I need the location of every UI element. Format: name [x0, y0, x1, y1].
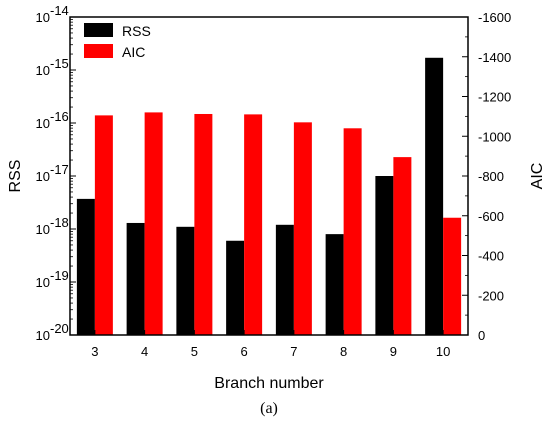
- right-tick-label-7: -1400: [478, 50, 511, 65]
- left-tick-exponent-4: -16: [50, 109, 69, 124]
- bar-aic-3: [94, 115, 113, 335]
- x-tick-label-10: 10: [436, 344, 450, 359]
- x-tick-label-6: 6: [241, 344, 248, 359]
- bar-rss-9: [375, 176, 394, 335]
- right-tick-label-5: -1000: [478, 129, 511, 144]
- bar-rss-8: [325, 234, 344, 335]
- left-tick-label-4: 10: [36, 116, 50, 131]
- bar-rss-10: [425, 57, 444, 336]
- x-tick-label-9: 9: [390, 344, 397, 359]
- right-tick-label-8: -1600: [478, 10, 511, 25]
- x-tick-label-7: 7: [290, 344, 297, 359]
- bars-group: [76, 57, 462, 336]
- legend-label-rss: RSS: [122, 23, 151, 39]
- x-axis-title: Branch number: [214, 375, 324, 392]
- bar-aic-9: [393, 157, 412, 335]
- bar-aic-7: [293, 122, 312, 336]
- right-tick-label-3: -600: [478, 209, 504, 224]
- left-axis-title: RSS: [7, 160, 24, 193]
- right-tick-label-2: -400: [478, 249, 504, 264]
- bar-rss-7: [275, 224, 294, 335]
- left-tick-label-3: 10: [36, 169, 50, 184]
- x-tick-label-8: 8: [340, 344, 347, 359]
- figure-caption: (a): [260, 400, 278, 417]
- x-tick-label-4: 4: [141, 344, 148, 359]
- x-axis: 3 4 5 6 7 8 9 10: [91, 330, 450, 359]
- left-tick-label-2: 10: [36, 222, 50, 237]
- bar-rss-5: [176, 226, 195, 335]
- bar-aic-10: [443, 217, 462, 335]
- left-tick-exponent-2: -18: [50, 215, 69, 230]
- left-tick-exponent-5: -15: [50, 56, 69, 71]
- left-tick-label-0: 10: [36, 328, 50, 343]
- legend: RSS AIC: [84, 23, 151, 60]
- bar-aic-4: [144, 112, 163, 336]
- right-tick-label-1: -200: [478, 288, 504, 303]
- left-tick-exponent-6: -14: [50, 3, 69, 18]
- legend-label-aic: AIC: [122, 44, 145, 60]
- legend-swatch-aic: [84, 44, 113, 58]
- right-tick-label-4: -800: [478, 169, 504, 184]
- left-tick-label-1: 10: [36, 275, 50, 290]
- left-tick-exponent-1: -19: [50, 268, 69, 283]
- right-tick-label-0: 0: [478, 328, 485, 343]
- bar-aic-8: [343, 128, 362, 335]
- bar-rss-4: [126, 222, 145, 335]
- bar-rss-6: [226, 240, 245, 335]
- left-tick-exponent-0: -20: [50, 321, 69, 336]
- x-tick-label-3: 3: [91, 344, 98, 359]
- left-tick-label-6: 10: [36, 10, 50, 25]
- left-tick-label-5: 10: [36, 63, 50, 78]
- left-tick-exponent-3: -17: [50, 162, 69, 177]
- bar-rss-3: [76, 198, 95, 335]
- right-axis: 0 -200 -400 -600 -800 -1000 -1200 -1400 -1600: [462, 10, 511, 343]
- right-tick-label-6: -1200: [478, 90, 511, 105]
- right-axis-title: AIC: [529, 163, 546, 190]
- bar-aic-5: [194, 113, 213, 336]
- bar-aic-6: [244, 114, 263, 335]
- legend-swatch-rss: [84, 23, 113, 37]
- x-tick-label-5: 5: [191, 344, 198, 359]
